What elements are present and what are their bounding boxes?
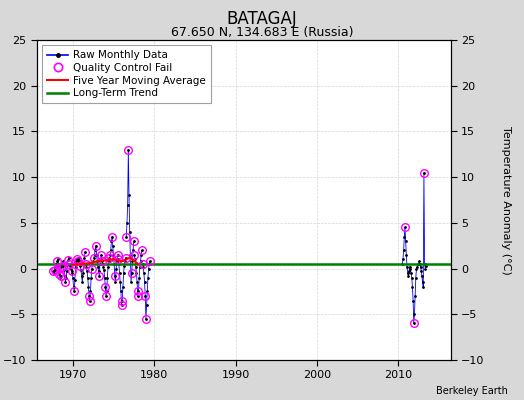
Legend: Raw Monthly Data, Quality Control Fail, Five Year Moving Average, Long-Term Tren: Raw Monthly Data, Quality Control Fail, … xyxy=(42,45,211,104)
Text: BATAGAJ: BATAGAJ xyxy=(226,10,298,28)
Y-axis label: Temperature Anomaly (°C): Temperature Anomaly (°C) xyxy=(501,126,511,274)
Text: 67.650 N, 134.683 E (Russia): 67.650 N, 134.683 E (Russia) xyxy=(171,26,353,39)
Text: Berkeley Earth: Berkeley Earth xyxy=(436,386,508,396)
